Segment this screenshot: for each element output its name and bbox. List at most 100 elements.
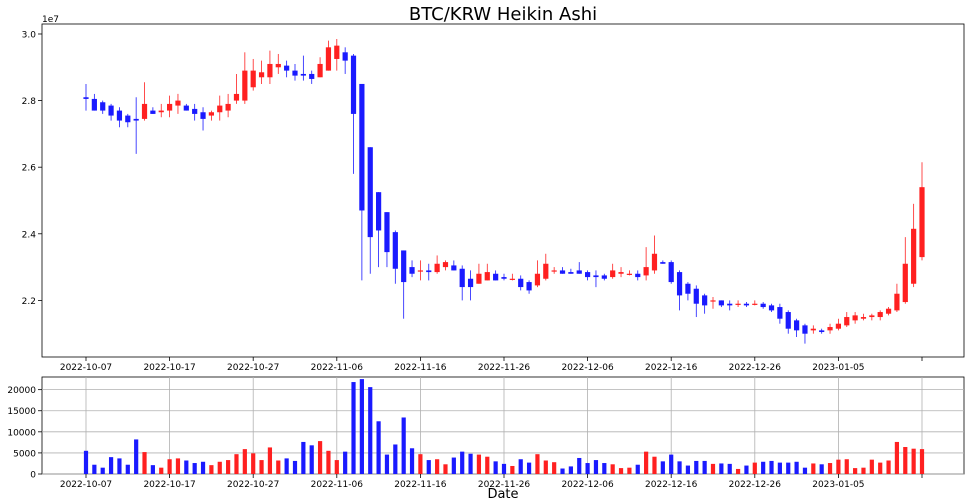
volume-bar [326,450,331,474]
volume-bar [744,465,749,474]
volume-bar [727,463,732,474]
candle-body [543,263,549,279]
candle-body [518,278,524,288]
candle-body [175,100,181,106]
price-x-tick-label: 2022-12-06 [561,363,614,373]
y-multiplier-label: 1e7 [42,15,59,25]
price-x-tick-label: 2022-10-27 [227,363,279,373]
candle-body [727,303,733,306]
price-y-tick-label: 2.2 [22,297,36,307]
volume-bar [284,458,289,474]
volume-bar [710,463,716,474]
candle-body [885,308,892,314]
candle-body [827,327,833,331]
candle-body [743,303,750,306]
volume-bar [209,465,214,474]
candle-body [426,270,432,273]
volume-bar [117,458,122,474]
volume-bar [451,457,456,474]
volume-bar [669,454,674,474]
candle-body [467,278,474,288]
candle-body [693,288,699,304]
volume-x-tick-label: 2022-12-06 [561,480,614,490]
candle-body [401,250,407,283]
candle-body [618,272,624,274]
volume-bar [259,460,264,474]
candle-body [810,328,816,331]
candle-body [785,312,791,329]
candle-body [141,103,148,119]
candle-body [819,330,825,333]
volume-bar [577,457,582,474]
candle-body [267,63,273,78]
candle-body [275,63,281,68]
volume-bar [526,462,532,474]
candle-body [376,192,382,231]
volume-bar [627,467,632,474]
candle-body [292,70,298,76]
volume-x-tick-label: 2022-11-26 [478,480,531,490]
candle-body [852,315,858,321]
volume-panel: 0 5000 10000 15000 20000 2022-10-07 2022-10-17… [7,376,965,490]
candle-body [509,278,515,280]
volume-bar [301,441,306,474]
candle-body [626,273,632,275]
volume-y-tick-label: 20000 [7,386,36,396]
candle-body [300,73,306,76]
volume-bar [819,464,824,474]
candle-body [317,63,323,78]
volume-bar [618,468,624,474]
candle-body [635,273,641,278]
candle-body [158,110,164,113]
volume-bar [200,461,206,474]
price-x-tick-label: 2022-11-16 [394,363,447,373]
volume-bar [761,461,766,474]
candle-body [83,97,89,99]
volume-bar [217,461,222,474]
volume-bar [802,467,808,474]
candle-body [200,112,206,119]
volume-x-tick-label: 2022-11-06 [311,480,364,490]
volume-bar [853,468,858,474]
candle-body [409,267,415,274]
candle-body [760,303,766,308]
volume-bar [844,459,849,474]
candle-body [877,312,883,318]
volume-bar [593,460,599,474]
volume-x-tick-label: 2023-01-05 [812,480,864,490]
volume-bar [309,445,314,474]
volume-bar [769,460,774,474]
volume-bar [426,460,431,474]
volume-bar [317,441,323,474]
candle-body [108,105,114,116]
volume-bar [635,464,640,474]
candle-body [668,262,674,283]
volume-y-tick-label: 15000 [7,407,36,417]
price-axes-frame [41,23,965,358]
volume-bar [493,461,498,474]
price-x-tick-label: 2022-12-26 [729,363,782,373]
candle-body [551,270,557,272]
candle-body [442,262,449,268]
price-x-tick-label: 2022-11-06 [311,363,364,373]
volume-bar [393,444,398,474]
volume-bar [585,463,590,474]
volume-bar [125,464,130,474]
volume-bar [92,464,97,474]
candle-body [894,293,900,311]
candle-body [718,300,724,306]
volume-bar [560,468,565,474]
volume-bar [894,441,900,474]
candle-body [526,282,532,291]
volume-x-tick-label: 2022-11-16 [394,480,447,490]
volume-bar [694,460,699,474]
volume-bar [878,462,883,474]
candle-body [367,147,373,238]
candle-body [610,270,616,278]
volume-bar [242,449,247,474]
price-y-tick-label: 2.4 [22,230,37,240]
candle-body [476,273,482,284]
volume-bar [861,467,866,474]
volume-bar [602,463,607,474]
candle-body [459,268,465,288]
